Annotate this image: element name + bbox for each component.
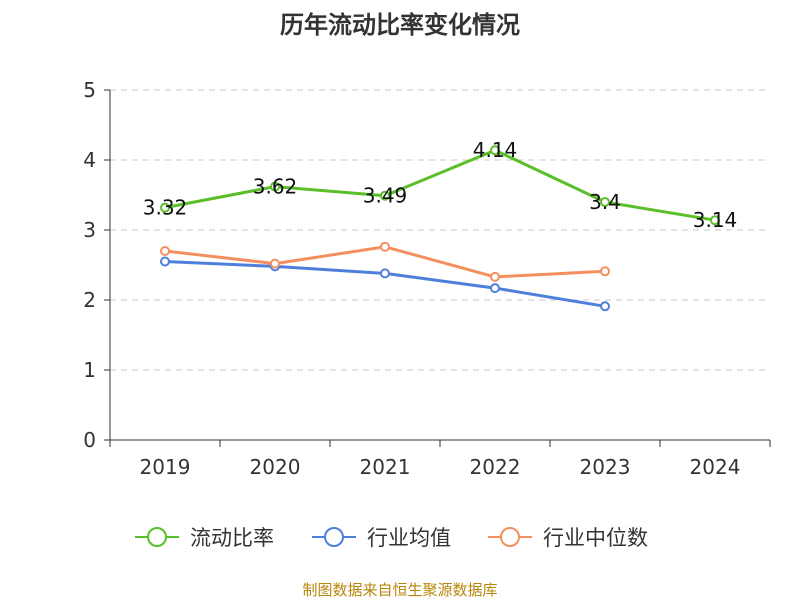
x-tick-label: 2020 <box>250 455 301 479</box>
legend-marker <box>324 527 344 547</box>
data-point <box>380 241 390 252</box>
data-point <box>380 268 390 279</box>
y-tick-label: 0 <box>83 428 96 452</box>
data-point <box>600 197 610 207</box>
y-tick-label: 1 <box>83 358 96 382</box>
y-tick-label: 2 <box>83 288 96 312</box>
data-label: 3.14 <box>693 208 738 232</box>
y-tick-label: 4 <box>83 148 96 172</box>
data-point <box>160 246 170 256</box>
data-point <box>490 283 500 294</box>
x-tick-label: 2022 <box>470 455 521 479</box>
data-point <box>160 202 170 213</box>
x-tick-label: 2024 <box>690 455 741 479</box>
y-tick-label: 3 <box>83 218 96 242</box>
legend-item: 流动比率 <box>135 526 274 550</box>
y-tick-label: 5 <box>83 78 96 102</box>
data-point <box>490 271 500 282</box>
data-point <box>600 266 610 277</box>
legend-label: 流动比率 <box>190 526 274 550</box>
source-note: 制图数据来自恒生聚源数据库 <box>302 581 497 599</box>
data-label: 3.49 <box>363 184 408 208</box>
data-point <box>270 181 280 192</box>
legend-item: 行业中位数 <box>488 526 648 550</box>
data-point <box>710 215 720 226</box>
data-point <box>380 190 390 201</box>
data-point <box>160 256 170 267</box>
series-line <box>164 148 716 222</box>
legend-item: 行业均值 <box>312 526 451 550</box>
legend-marker <box>147 527 167 547</box>
data-label: 4.14 <box>473 138 518 162</box>
gridlines <box>110 89 770 371</box>
series-1 <box>160 145 720 226</box>
legend: 流动比率 行业均值 行业中位数 <box>135 526 648 550</box>
x-tick-label: 2019 <box>140 455 191 479</box>
series-2 <box>160 256 610 312</box>
data-point <box>270 258 280 269</box>
data-label: 3.32 <box>143 196 188 220</box>
data-label: 3.62 <box>253 175 298 199</box>
legend-label: 行业中位数 <box>543 526 648 550</box>
x-tick-label: 2021 <box>360 455 411 479</box>
series-3 <box>160 241 610 282</box>
data-point <box>600 301 610 312</box>
x-tick-label: 2023 <box>580 455 631 479</box>
series-group: 3.32 3.62 3.49 4.14 3.4 3.14 <box>143 138 738 312</box>
legend-marker <box>500 527 520 547</box>
data-label: 3.4 <box>589 190 621 214</box>
chart-title: 历年流动比率变化情况 <box>280 11 520 39</box>
legend-label: 行业均值 <box>367 526 451 550</box>
data-point <box>490 145 500 156</box>
axes: 0 1 2 3 4 5 2019 2020 2021 2022 2023 2024 <box>83 78 771 479</box>
